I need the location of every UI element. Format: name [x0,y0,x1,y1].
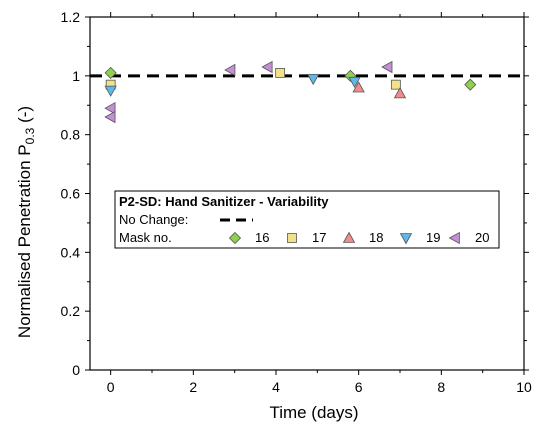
data-point-mask-19 [104,85,117,97]
legend-mask-label: Mask no. [119,230,172,245]
legend-box [114,190,500,249]
x-tick-label: 10 [516,379,532,395]
legend-label-mask-20: 20 [475,230,489,245]
legend-label-mask-16: 16 [255,230,269,245]
data-point-mask-20 [261,60,273,74]
y-axis-label-subscript: 0.3 [23,127,37,144]
legend-marker-mask-17 [287,233,297,243]
data-point-mask-18 [393,87,407,99]
data-point-mask-16 [464,78,477,91]
legend-marker-mask-18 [342,231,356,243]
legend-marker-mask-20 [448,231,460,245]
data-point-mask-17 [275,67,286,78]
data-point-mask-20 [104,102,116,115]
data-point-mask-20 [224,63,236,77]
y-tick-label: 0 [72,362,80,378]
data-point-mask-17 [390,79,401,90]
y-axis-label-suffix: (-) [15,106,34,128]
x-tick-label: 6 [355,379,363,395]
x-axis-label: Time (days) [269,403,358,422]
legend-label-mask-19: 19 [426,230,440,245]
y-tick-label: 0.6 [61,186,81,202]
x-tick-label: 2 [189,379,197,395]
y-axis-label: Normalised Penetration P0.3 (-) [15,106,37,338]
y-tick-label: 0.8 [61,127,81,143]
data-point-mask-20 [381,60,393,74]
data-point-mask-19 [307,73,320,86]
data-point-mask-20 [104,110,116,124]
data-point-mask-16 [104,66,117,79]
y-tick-label: 1 [72,68,80,84]
data-point-mask-19 [348,76,361,89]
x-tick-label: 4 [272,379,280,395]
legend-label-mask-17: 17 [312,230,326,245]
x-tick-label: 8 [437,379,445,395]
legend-marker-mask-16 [228,231,242,245]
y-tick-label: 0.2 [61,303,81,319]
data-point-mask-18 [352,81,365,93]
legend-reference-label: No Change: [119,212,188,227]
x-tick-label: 0 [107,379,115,395]
y-axis-label-main: Normalised Penetration P [15,144,34,338]
y-tick-label: 0.4 [61,244,81,260]
legend-label-mask-18: 18 [369,230,383,245]
legend-marker-mask-19 [399,233,413,245]
legend-title: P2-SD: Hand Sanitizer - Variability [119,194,329,209]
legend: P2-SD: Hand Sanitizer - Variability No C… [114,190,500,249]
y-tick-label: 1.2 [61,9,81,25]
